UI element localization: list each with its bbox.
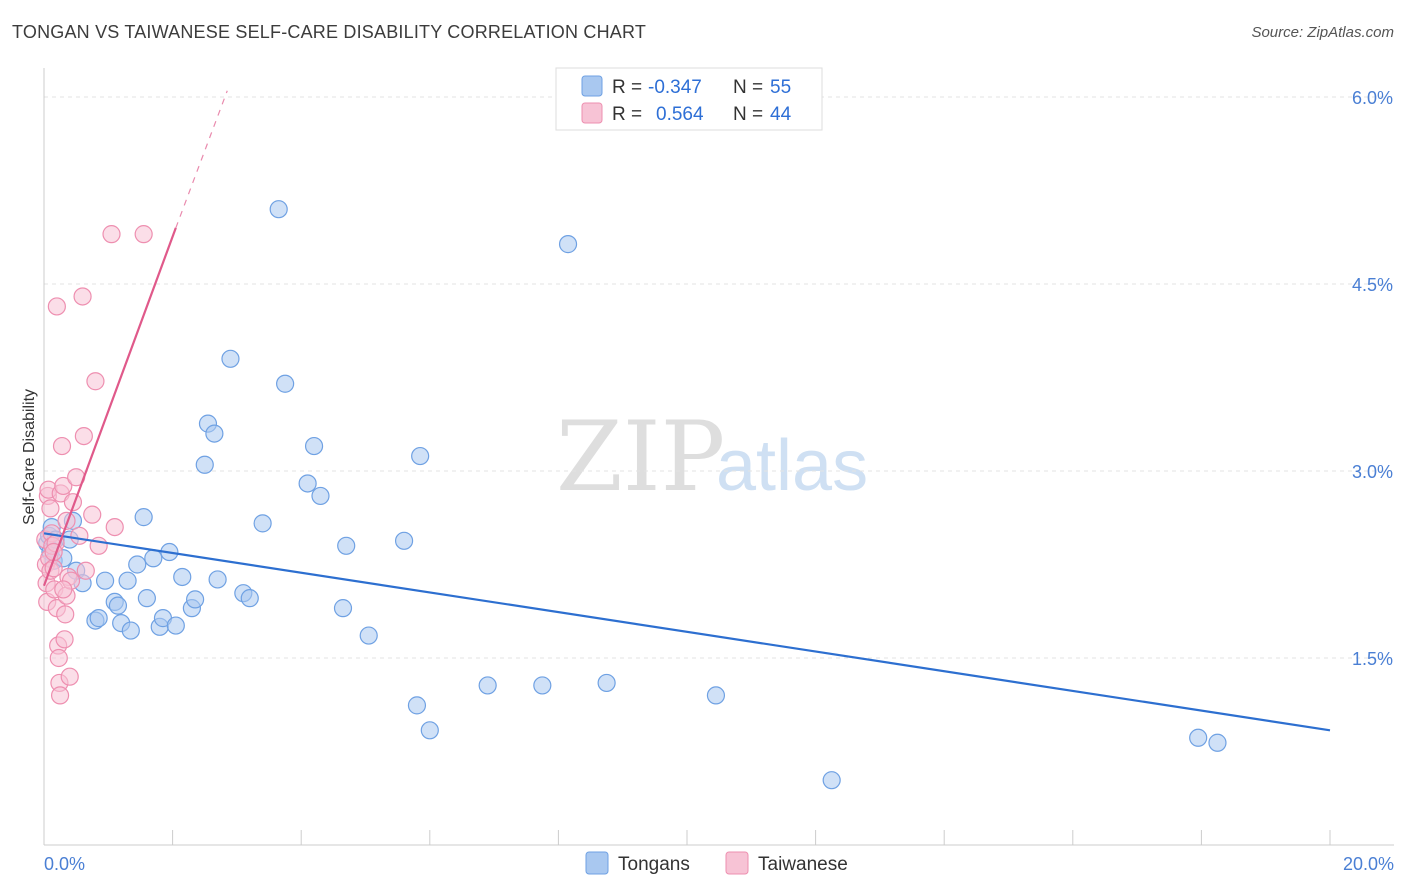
point-tongans-52 [558,235,578,254]
y-tick-label-2: 4.5% [1352,275,1393,295]
point-tongans-43 [333,599,353,618]
point-tongans-17 [118,571,137,590]
point-tongans-44 [337,536,356,555]
point-taiwanese-34 [86,372,105,391]
point-tongans-30 [195,455,214,474]
x-tick-max: 20.0% [1343,854,1394,874]
grid-lines [44,96,1394,659]
point-tongans-19 [128,555,147,574]
point-tongans-15 [108,596,128,615]
point-tongans-55 [822,771,841,790]
point-tongans-33 [208,570,227,589]
point-tongans-13 [95,571,115,590]
point-tongans-54 [706,686,726,705]
point-tongans-53 [597,673,616,693]
legend-n-value-tongans: 55 [770,77,791,98]
point-taiwanese-25 [60,667,79,686]
axes [43,68,1394,846]
legend-r-label-tongans: R = [612,77,642,98]
legend-r-value-taiwanese: 0.564 [656,104,704,125]
point-taiwanese-39 [54,580,73,599]
point-taiwanese-38 [134,225,153,244]
point-tongans-47 [407,696,427,715]
chart-title: TONGAN VS TAIWANESE SELF-CARE DISABILITY… [12,22,647,42]
point-tongans-48 [411,446,430,466]
point-taiwanese-32 [76,561,95,580]
point-tongans-12 [89,609,108,628]
point-taiwanese-43 [57,511,76,530]
legend-n-label-tongans: N = [733,77,763,98]
point-tongans-56 [1189,728,1208,747]
x-tick-min: 0.0% [44,854,85,874]
trend-line-extension-taiwanese [175,90,228,229]
point-tongans-26 [166,616,185,635]
legend-r-value-tongans: -0.347 [648,77,702,98]
legend-swatch-tongans [581,75,603,97]
point-tongans-21 [137,589,156,608]
trend-lines [42,90,1331,732]
point-tongans-29 [186,590,205,609]
y-axis-tick-labels: 1.5% 3.0% 4.5% 6.0% [1352,88,1393,669]
point-taiwanese-42 [70,526,89,545]
point-taiwanese-37 [105,517,124,537]
legend-swatch-taiwanese [581,102,603,124]
point-tongans-50 [478,676,497,695]
y-tick-label-3: 6.0% [1352,88,1393,108]
legend-swatch-bottom-taiwanese [725,851,749,875]
legend-n-label-taiwanese: N = [733,104,763,125]
point-tongans-18 [121,621,140,640]
point-tongans-32 [205,424,224,443]
point-tongans-46 [394,531,414,550]
trend-line-tongans [43,532,1331,732]
point-tongans-36 [240,589,259,608]
watermark-zip: ZIP [556,401,725,513]
y-tick-label-1: 3.0% [1352,462,1393,482]
point-tongans-41 [304,436,324,456]
point-tongans-27 [173,567,192,587]
x-axis-ticks [43,830,1331,845]
data-points [36,200,1227,790]
y-axis-label: Self-Care Disability [21,389,38,525]
point-taiwanese-19 [52,436,72,456]
point-tongans-20 [134,508,153,527]
point-tongans-42 [311,486,330,506]
point-taiwanese-17 [50,686,70,705]
legend-n-value-taiwanese: 44 [770,104,792,125]
series-legend: Tongans Taiwanese [585,851,848,875]
legend-label-taiwanese: Taiwanese [758,854,848,875]
point-tongans-45 [359,626,378,645]
point-tongans-38 [269,200,288,219]
point-tongans-49 [420,721,439,740]
correlation-legend: R = -0.347 N = 55 R = 0.564 N = 44 [555,67,823,131]
point-taiwanese-21 [55,630,74,649]
point-taiwanese-15 [49,648,68,668]
point-taiwanese-20 [54,476,73,496]
point-taiwanese-22 [56,605,75,624]
point-tongans-39 [276,374,295,393]
point-tongans-22 [144,549,163,568]
legend-swatch-bottom-tongans [585,851,609,875]
point-taiwanese-29 [47,297,66,316]
point-taiwanese-31 [74,426,93,446]
watermark-atlas: atlas [716,426,868,506]
point-taiwanese-33 [83,505,102,524]
y-tick-label-0: 1.5% [1352,649,1393,669]
point-tongans-57 [1208,733,1227,752]
point-tongans-37 [253,514,272,533]
point-tongans-40 [298,474,317,493]
point-tongans-34 [221,349,240,368]
legend-label-tongans: Tongans [618,854,690,875]
legend-r-label-taiwanese: R = [612,104,642,125]
point-taiwanese-41 [41,499,60,518]
trend-line-taiwanese [42,227,177,587]
point-taiwanese-30 [73,287,92,306]
point-tongans-51 [533,676,552,695]
source-label: Source: ZipAtlas.com [1251,24,1394,41]
point-taiwanese-36 [102,225,121,244]
